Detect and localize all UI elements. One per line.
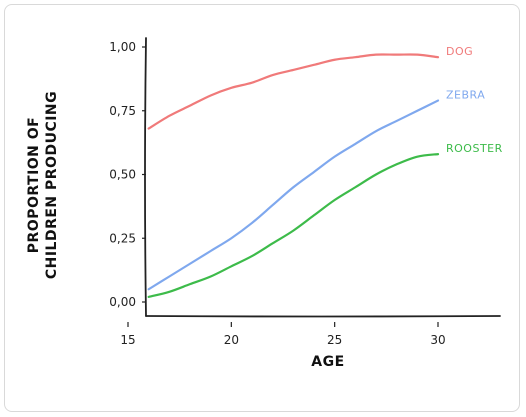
y-tick-label: 0,50	[109, 168, 136, 182]
series-lines	[147, 53, 440, 298]
series-label-dog: DOG	[446, 45, 473, 58]
chart-card	[4, 4, 520, 412]
y-tick-label: 1,00	[109, 40, 136, 54]
x-tick-label: 25	[327, 333, 342, 347]
x-tick-label: 30	[430, 333, 445, 347]
x-tick-label: 20	[224, 333, 239, 347]
series-label-zebra: ZEBRA	[446, 89, 485, 102]
y-tick-label: 0,25	[109, 231, 136, 245]
axes	[144, 37, 501, 318]
series-labels: DOG ZEBRA ROOSTER	[446, 45, 503, 155]
series-line-zebra	[147, 99, 440, 291]
x-ticks: 15 20 25 30	[120, 322, 446, 347]
y-tick-label: 0,75	[109, 104, 136, 118]
x-axis-label: AGE	[311, 354, 344, 370]
series-label-rooster: ROOSTER	[446, 142, 503, 155]
series-line-dog	[147, 53, 440, 130]
y-ticks: 0,00 0,25 0,50 0,75 1,00	[109, 40, 146, 309]
x-tick-label: 15	[120, 333, 135, 347]
y-axis-label-line-2: CHILDREN PRODUCING	[44, 91, 60, 279]
y-axis-label-line-1: PROPORTION OF	[26, 117, 42, 253]
y-axis-label: PROPORTION OF CHILDREN PRODUCING	[26, 91, 60, 279]
y-axis-line	[144, 37, 147, 317]
series-line-rooster	[147, 153, 440, 298]
y-tick-label: 0,00	[109, 295, 136, 309]
x-axis-line	[145, 315, 501, 318]
